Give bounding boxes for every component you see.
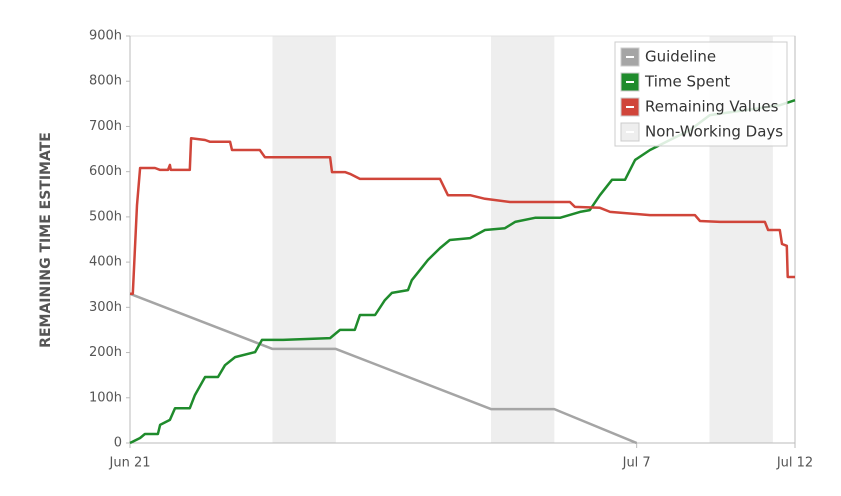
non-working-band [272,36,336,443]
x-tick-label: Jul 7 [622,456,651,471]
legend-label: Non-Working Days [645,123,783,141]
legend-label: Remaining Values [645,98,779,116]
non-working-band [491,36,555,443]
y-axis-title: REMAINING TIME ESTIMATE [38,132,54,348]
x-tick-label: Jun 21 [109,456,151,471]
y-tick-label: 500h [89,209,122,224]
y-tick-label: 400h [89,255,122,270]
series-line [129,292,638,445]
y-tick-label: 700h [89,119,122,134]
series-line [129,99,796,445]
y-tick-label: 200h [89,345,122,360]
y-tick-label: 100h [89,390,122,405]
legend-box [614,41,788,147]
x-tick-label: Jul 12 [776,456,813,471]
y-tick-label: 0 [114,436,122,451]
y-tick-label: 600h [89,164,122,179]
y-tick-label: 300h [89,300,122,315]
legend: Guideline Time Spent Remaining Values Non-W… [614,41,788,147]
y-tick-label: 900h [89,29,122,44]
legend-label: Guideline [645,48,716,66]
series-line [130,136,795,296]
legend-label: Time Spent [644,73,730,91]
y-tick-label: 800h [89,74,122,89]
